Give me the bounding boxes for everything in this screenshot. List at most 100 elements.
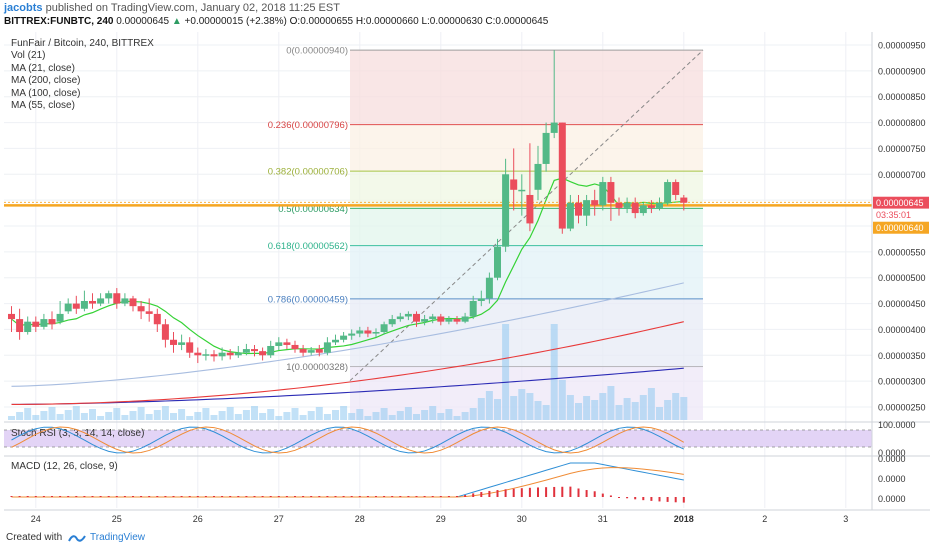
macd-histogram-bar: [115, 496, 118, 497]
volume-bar: [647, 388, 655, 420]
macd-histogram-bar: [472, 493, 475, 497]
candle-body: [566, 202, 574, 229]
volume-bar: [64, 410, 72, 420]
macd-histogram-bar: [123, 496, 126, 497]
tradingview-brand[interactable]: TradingView: [90, 532, 146, 543]
low-value: 0.00000630: [429, 16, 483, 27]
ohlc-line: BITTREX:FUNBTC, 240 0.00000645 ▲ +0.0000…: [4, 16, 548, 27]
macd-histogram-bar: [415, 496, 418, 497]
ma100-line: [11, 321, 684, 405]
candle-body: [364, 330, 372, 334]
symbol-label: BITTREX:FUNBTC, 240: [4, 16, 114, 27]
candle-body: [56, 313, 64, 322]
price-tick-label: 0.00000900: [878, 66, 926, 76]
time-tick-label: 2: [762, 514, 767, 524]
candle-body: [550, 122, 558, 133]
up-triangle-icon: ▲: [171, 16, 182, 27]
high-value: 0.00000660: [365, 16, 419, 27]
volume-bar: [461, 412, 469, 420]
macd-histogram-bar: [439, 496, 442, 497]
candle-body: [80, 300, 88, 309]
macd-histogram-bar: [99, 496, 102, 497]
volume-bar: [226, 407, 234, 420]
candle-body: [170, 339, 177, 345]
countdown-label: 03:35:01: [876, 210, 911, 220]
candle-body: [558, 122, 566, 229]
volume-bar: [656, 407, 663, 420]
candle-body: [372, 332, 380, 334]
candle-body: [89, 300, 96, 304]
volume-bar: [526, 393, 534, 420]
macd-label: MACD (12, 26, close, 9): [11, 461, 118, 472]
candle-body: [340, 335, 348, 340]
volume-bar: [32, 415, 40, 420]
volume-bar: [639, 395, 647, 420]
author-link[interactable]: jacobts: [4, 2, 43, 14]
volume-bar: [534, 401, 542, 420]
macd-histogram-bar: [504, 489, 507, 497]
volume-bar: [599, 393, 607, 420]
legend-vol: Vol (21): [11, 50, 46, 62]
candle-body: [534, 163, 542, 190]
time-tick-label: 28: [355, 514, 365, 524]
price-tick-label: 0.00000300: [878, 377, 926, 387]
price-chart[interactable]: 0(0.00000940) 0.236(0.00000796) 0.382(0.00…: [0, 30, 932, 526]
candle-body: [421, 319, 429, 322]
candle-body: [485, 277, 493, 299]
open-label: O:: [289, 16, 301, 27]
volume-bar: [372, 412, 380, 420]
volume-bar: [153, 410, 161, 420]
macd-histogram-bar: [399, 496, 402, 497]
volume-bar: [218, 411, 226, 420]
candle-body: [623, 202, 631, 208]
candle-body: [510, 179, 518, 190]
candle-body: [461, 316, 469, 322]
macd-axis-label: 0.0000: [878, 474, 906, 484]
macd-axis-label: 0.0000: [878, 454, 906, 464]
candle-body: [16, 319, 24, 333]
volume-bar: [437, 413, 445, 420]
volume-bar: [145, 414, 153, 420]
price-tick-label: 0.00000800: [878, 118, 926, 128]
candle-body: [639, 205, 647, 214]
macd-histogram-bar: [447, 496, 450, 497]
candle-body: [275, 342, 283, 346]
ma55-line: [11, 367, 684, 405]
macd-histogram-bar: [601, 493, 604, 497]
candle-body: [210, 354, 218, 357]
macd-histogram-bar: [520, 488, 523, 497]
close-value: 0.00000645: [495, 16, 549, 27]
volume-bar: [413, 414, 420, 420]
volume-bar: [283, 412, 291, 420]
candle-body: [145, 311, 153, 314]
macd-histogram-bar: [221, 496, 224, 497]
volume-bar: [510, 396, 518, 420]
macd-histogram-bar: [358, 496, 361, 497]
volume-bar: [299, 415, 307, 420]
macd-axis-label: 0.0000: [878, 494, 906, 504]
time-tick-label: 25: [112, 514, 122, 524]
candle-body: [234, 352, 242, 356]
candle-body: [631, 202, 639, 214]
volume-bar: [591, 400, 599, 420]
candle-body: [32, 321, 40, 327]
volume-bar: [575, 403, 582, 420]
candle-body: [129, 298, 137, 307]
fib-zone: [350, 298, 703, 367]
macd-histogram-bar: [545, 487, 548, 497]
candle-body: [267, 345, 275, 356]
volume-bar: [404, 407, 412, 420]
macd-histogram-bar: [658, 497, 661, 502]
volume-bar: [356, 409, 364, 420]
price-tick-label: 0.00000950: [878, 41, 926, 51]
volume-bar: [583, 396, 591, 420]
candle-body: [24, 321, 32, 333]
volume-bar: [242, 410, 250, 420]
volume-bar: [623, 398, 631, 420]
time-tick-label: 26: [193, 514, 203, 524]
macd-histogram-bar: [674, 497, 677, 503]
volume-bar: [24, 408, 32, 420]
publish-text: published on TradingView.com, January 02…: [45, 2, 340, 14]
fib-level-label: 0.5(0.00000634): [278, 204, 348, 215]
volume-bar: [267, 409, 275, 420]
